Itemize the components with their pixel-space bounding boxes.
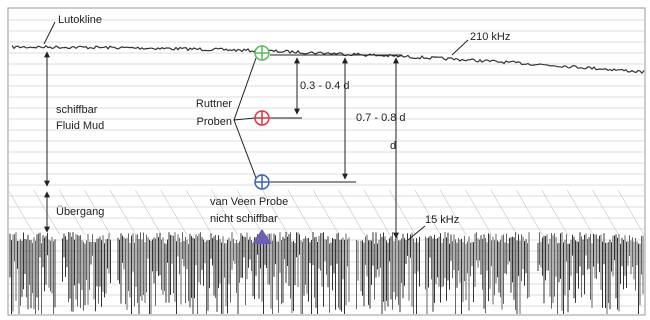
depth-lower-label: 0.7 - 0.8 d xyxy=(356,112,406,124)
echogram-diagram: Lutokline 210 kHz schiffbar Fluid Mud Üb… xyxy=(0,0,650,320)
depth-total-label: d xyxy=(390,140,396,152)
van-veen-label: nicht schiffbar xyxy=(210,213,278,225)
freq-high-label: 210 kHz xyxy=(470,31,510,43)
page: Lutokline 210 kHz schiffbar Fluid Mud Üb… xyxy=(0,0,650,320)
ruttner-label: Proben xyxy=(197,116,232,128)
lutokline-label: Lutokline xyxy=(58,14,102,26)
transition-label: Übergang xyxy=(56,206,104,218)
freq-low-label: 15 kHz xyxy=(425,214,459,226)
van-veen-label: van Veen Probe xyxy=(210,196,288,208)
depth-upper-label: 0.3 - 0.4 d xyxy=(300,80,350,92)
fluid-mud-label: schiffbar xyxy=(56,104,98,116)
ruttner-label: Ruttner xyxy=(196,98,232,110)
fluid-mud-label: Fluid Mud xyxy=(56,120,104,132)
